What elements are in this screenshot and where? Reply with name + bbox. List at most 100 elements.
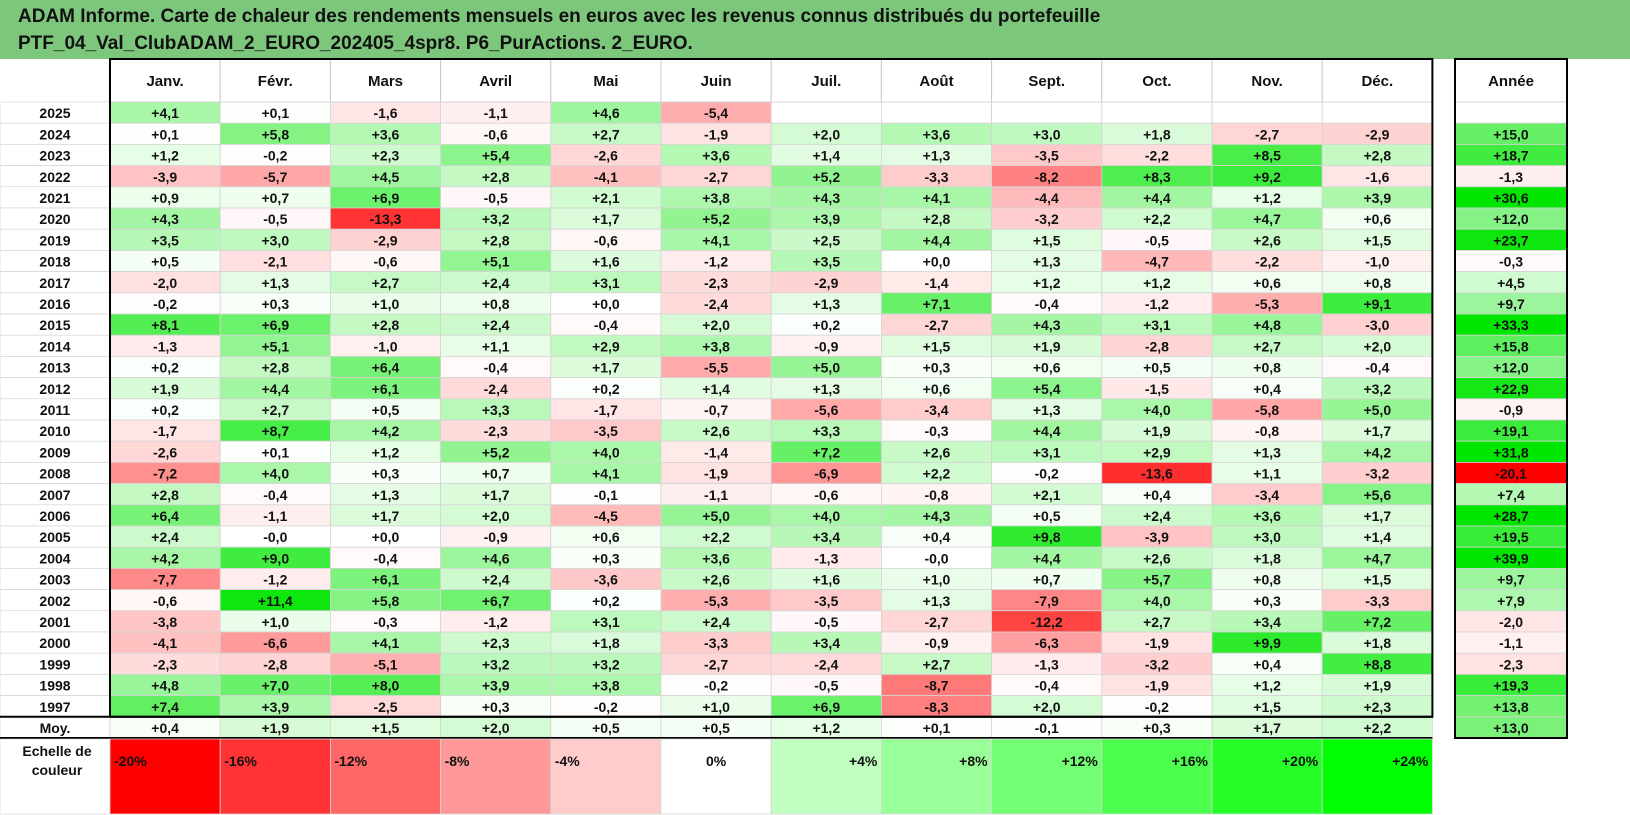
year-label: 2001 — [39, 614, 70, 630]
heatmap-cell-value: -0,8 — [924, 487, 948, 503]
heatmap-cell-value: +3,0 — [1253, 529, 1281, 545]
heatmap-cell-value: +4,2 — [372, 423, 400, 439]
avg-cell-value: +2,2 — [1363, 720, 1391, 736]
heatmap-cell-value: -2,8 — [1145, 338, 1169, 354]
chart-title-line-2: PTF_04_Val_ClubADAM_2_EURO_202405_4spr8.… — [18, 33, 693, 54]
scale-swatch-label: -8% — [445, 753, 470, 769]
heatmap-cell-value: +1,2 — [1253, 678, 1281, 694]
heatmap-cell-value: -0,0 — [924, 550, 948, 566]
heatmap-cell-value: +2,6 — [702, 572, 730, 588]
year-label: 2015 — [39, 317, 70, 333]
heatmap-cell-value: +6,9 — [372, 190, 400, 206]
heatmap-cell-value: +2,9 — [592, 338, 620, 354]
heatmap-cell-value: +2,8 — [261, 360, 289, 376]
heatmap-cell-value: +0,9 — [151, 190, 179, 206]
heatmap-cell — [991, 101, 1103, 124]
heatmap-cell-value: +1,8 — [1363, 635, 1391, 651]
annual-cell-value: -0,9 — [1499, 402, 1523, 418]
heatmap-cell-value: -3,3 — [704, 635, 728, 651]
year-label: 2014 — [39, 338, 70, 354]
year-label: 2016 — [39, 296, 70, 312]
annual-cell-value: +19,1 — [1493, 423, 1529, 439]
annual-cell-value: +12,0 — [1493, 211, 1529, 227]
heatmap-cell-value: -2,7 — [704, 656, 728, 672]
heatmap-cell-value: +2,2 — [923, 466, 951, 482]
heatmap-cell-value: -0,3 — [924, 423, 948, 439]
year-label: 2009 — [39, 444, 70, 460]
heatmap-cell-value: +0,4 — [923, 529, 951, 545]
heatmap-cell-value: -1,6 — [373, 105, 397, 121]
heatmap-cell-value: +1,5 — [1363, 232, 1391, 248]
heatmap-cell-value: +1,3 — [923, 593, 951, 609]
heatmap-cell-value: -1,7 — [594, 402, 618, 418]
heatmap-cell-value: +1,7 — [1363, 423, 1391, 439]
heatmap-cell-value: -7,9 — [1035, 593, 1059, 609]
heatmap-cell-value: -2,1 — [263, 254, 287, 270]
heatmap-cell-value: +3,8 — [702, 338, 730, 354]
heatmap-cell-value: +1,2 — [372, 444, 400, 460]
heatmap-cell-value: +0,0 — [923, 254, 951, 270]
avg-cell-value: +0,4 — [151, 720, 179, 736]
heatmap-cell-value: -3,4 — [1255, 487, 1279, 503]
heatmap-cell-value: -1,5 — [1145, 381, 1169, 397]
heatmap-cell-value: +2,4 — [482, 275, 510, 291]
avg-annual-value: +13,0 — [1493, 720, 1529, 736]
scale-swatch-label: +16% — [1172, 753, 1209, 769]
heatmap-cell-value: +2,4 — [482, 317, 510, 333]
heatmap-cell-value: +3,3 — [482, 402, 510, 418]
heatmap-cell-value: +8,7 — [261, 423, 289, 439]
heatmap-cell-value: -1,9 — [1145, 635, 1169, 651]
heatmap-cell-value: +0,3 — [482, 699, 510, 715]
heatmap-cell-value: -0,9 — [814, 338, 838, 354]
heatmap-cell-value: +7,4 — [151, 699, 179, 715]
scale-swatch — [991, 738, 1103, 815]
month-header-label: Févr. — [258, 73, 293, 90]
heatmap-cell-value: -2,3 — [704, 275, 728, 291]
heatmap-cell-value: +5,0 — [812, 360, 840, 376]
year-label: 2023 — [39, 148, 70, 164]
annual-cell-value: -2,0 — [1499, 614, 1523, 630]
annual-cell-value: -0,3 — [1499, 254, 1523, 270]
heatmap-cell-value: +2,4 — [482, 572, 510, 588]
heatmap-cell-value: -0,5 — [263, 211, 287, 227]
year-label: 2013 — [39, 360, 70, 376]
heatmap-cell-value: +4,2 — [1363, 444, 1391, 460]
heatmap-cell-value: -0,2 — [1035, 466, 1059, 482]
heatmap-cell-value: -3,9 — [1145, 529, 1169, 545]
heatmap-cell-value: +2,1 — [1033, 487, 1061, 503]
annual-cell-value: +18,7 — [1493, 148, 1529, 164]
heatmap-cell-value: -3,9 — [153, 169, 177, 185]
heatmap-cell-value: +3,5 — [151, 232, 179, 248]
heatmap-cell — [770, 101, 882, 124]
month-header-label: Avril — [479, 73, 512, 90]
heatmap-cell-value: +3,9 — [812, 211, 840, 227]
annual-cell-value: +39,9 — [1493, 550, 1529, 566]
heatmap-cell-value: -2,6 — [594, 148, 618, 164]
heatmap-cell-value: -1,1 — [263, 508, 287, 524]
heatmap-cell-value: -0,8 — [1255, 423, 1279, 439]
heatmap-cell-value: +0,8 — [482, 296, 510, 312]
heatmap-cell-value: +0,2 — [151, 360, 179, 376]
annual-cell-value: +7,4 — [1497, 487, 1525, 503]
year-label: 2012 — [39, 381, 70, 397]
avg-cell-value: -0,1 — [1035, 720, 1059, 736]
heatmap-cell-value: +2,8 — [482, 232, 510, 248]
heatmap-cell-value: +3,6 — [1253, 508, 1281, 524]
avg-cell-value: +1,2 — [812, 720, 840, 736]
heatmap-cell-value: -7,7 — [153, 572, 177, 588]
heatmap-cell-value: -4,7 — [1145, 254, 1169, 270]
heatmap-cell-value: -2,2 — [1255, 254, 1279, 270]
heatmap-cell-value: -8,2 — [1035, 169, 1059, 185]
heatmap-cell-value: +2,8 — [923, 211, 951, 227]
heatmap-cell-value: +0,5 — [1033, 508, 1061, 524]
heatmap-cell-value: +0,1 — [151, 126, 179, 142]
year-label: 2020 — [39, 211, 70, 227]
heatmap-cell-value: -0,2 — [263, 148, 287, 164]
heatmap-cell-value: +8,0 — [372, 678, 400, 694]
heatmap-cell-value: +2,7 — [592, 126, 620, 142]
heatmap-cell-value: +3,4 — [1253, 614, 1281, 630]
avg-label: Moy. — [40, 720, 71, 736]
heatmap-cell-value: -2,7 — [704, 169, 728, 185]
heatmap-cell-value: -5,3 — [1255, 296, 1279, 312]
